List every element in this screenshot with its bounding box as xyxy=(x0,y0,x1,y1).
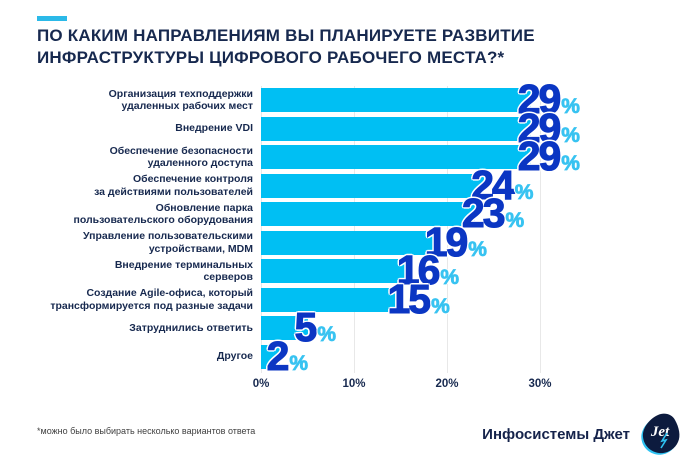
bar-area: 19% xyxy=(261,221,682,263)
bar-area: 29% xyxy=(261,135,682,177)
category-label: Внедрение VDI xyxy=(175,122,253,135)
value-percent-sign: % xyxy=(440,266,460,290)
footnote: *можно было выбирать несколько вариантов… xyxy=(37,426,256,436)
value-number: 23 xyxy=(461,190,506,237)
value-label: 24% xyxy=(471,161,534,208)
x-axis-tick-label: 20% xyxy=(435,378,459,390)
x-axis: 0% 10% 20% 30% xyxy=(253,378,561,394)
bar xyxy=(261,344,280,369)
bar-area: 23% xyxy=(261,192,682,234)
x-axis-tick-label: 10% xyxy=(342,378,366,390)
value-label: 15% xyxy=(387,275,450,322)
value-number: 2 xyxy=(266,332,290,379)
bar xyxy=(261,145,531,170)
category-label: Обеспечение безопасности удаленного дост… xyxy=(109,144,253,170)
value-number: 16 xyxy=(396,247,441,294)
value-percent-sign: % xyxy=(289,351,309,375)
value-percent-sign: % xyxy=(431,294,450,318)
value-percent-sign: % xyxy=(468,237,487,261)
value-label: 19% xyxy=(424,218,487,265)
title-accent-dash xyxy=(37,16,67,21)
bar-area: 15% xyxy=(261,278,682,320)
category-label: Создание Agile-офиса, который трансформи… xyxy=(50,287,253,312)
chart-row: Другое 2% xyxy=(37,335,682,377)
value-label: 29% xyxy=(517,104,580,151)
category-label: Другое xyxy=(216,350,253,363)
gridline xyxy=(354,86,355,373)
value-number: 15 xyxy=(387,275,432,322)
bar xyxy=(261,316,308,341)
x-axis-tick-label: 0% xyxy=(252,378,270,390)
value-label: 5% xyxy=(294,304,336,351)
value-percent-sign: % xyxy=(561,123,580,147)
value-number: 29 xyxy=(517,76,562,123)
jet-logo-graphic: Jet xyxy=(641,413,680,455)
chart-row: Внедрение VDI 29% xyxy=(37,107,682,149)
bar xyxy=(261,116,531,141)
svg-text:Jet: Jet xyxy=(650,424,670,440)
category-label: Обновление парка пользовательского обору… xyxy=(73,201,253,227)
value-number: 29 xyxy=(517,104,562,151)
bar-area: 5% xyxy=(261,306,682,348)
category-label: Обеспечение контроля за действиями польз… xyxy=(94,173,253,198)
brand-name: Инфосистемы Джет xyxy=(482,425,630,443)
chart-gridlines xyxy=(261,86,561,373)
value-number: 19 xyxy=(424,218,469,265)
value-label: 23% xyxy=(461,190,525,237)
value-percent-sign: % xyxy=(317,323,336,347)
bar xyxy=(261,230,438,255)
bar xyxy=(261,259,410,284)
chart-row: Организация техподдержки удаленных рабоч… xyxy=(37,78,682,120)
value-percent-sign: % xyxy=(514,180,534,204)
category-label: Организация техподдержки удаленных рабоч… xyxy=(108,87,253,113)
chart-row: Затруднились ответить 5% xyxy=(37,306,682,348)
category-label: Внедрение терминальных серверов xyxy=(114,258,253,284)
category-label: Управление пользовательскими устройствам… xyxy=(83,230,253,255)
bar-area: 29% xyxy=(261,107,682,149)
bar xyxy=(261,287,401,312)
page-title: ПО КАКИМ НАПРАВЛЕНИЯМ ВЫ ПЛАНИРУЕТЕ РАЗВ… xyxy=(37,26,535,68)
value-percent-sign: % xyxy=(561,95,580,119)
bar xyxy=(261,88,531,113)
chart-row: Обеспечение контроля за действиями польз… xyxy=(37,164,682,206)
value-label: 29% xyxy=(517,133,580,180)
x-axis-tick-label: 30% xyxy=(528,378,552,390)
bar-area: 24% xyxy=(261,164,682,206)
chart-row: Обновление парка пользовательского обору… xyxy=(37,192,682,234)
brand-group: Инфосистемы Джет Jet xyxy=(482,412,683,456)
category-label: Затруднились ответить xyxy=(129,321,253,334)
chart-row: Внедрение терминальных серверов 16% xyxy=(37,249,682,291)
gridline xyxy=(261,86,262,373)
gridline xyxy=(540,86,541,373)
bar-area: 16% xyxy=(261,249,682,291)
bar-area: 2% xyxy=(261,335,682,377)
chart-rows: Организация техподдержки удаленных рабоч… xyxy=(37,78,682,377)
chart-row: Обеспечение безопасности удаленного дост… xyxy=(37,135,682,177)
value-label: 16% xyxy=(396,247,460,294)
value-number: 24 xyxy=(471,161,516,208)
value-label: 29% xyxy=(517,76,580,123)
chart-row: Создание Agile-офиса, который трансформи… xyxy=(37,278,682,320)
value-number: 5 xyxy=(294,304,318,351)
chart-row: Управление пользовательскими устройствам… xyxy=(37,221,682,263)
jet-logo: Jet xyxy=(639,412,683,456)
gridline xyxy=(447,86,448,373)
value-number: 29 xyxy=(517,133,562,180)
value-percent-sign: % xyxy=(561,152,580,176)
bar-chart: Организация техподдержки удаленных рабоч… xyxy=(37,78,682,396)
value-percent-sign: % xyxy=(505,209,525,233)
value-label: 2% xyxy=(266,332,309,379)
bar xyxy=(261,173,485,198)
bar xyxy=(261,202,475,227)
bar-area: 29% xyxy=(261,78,682,120)
